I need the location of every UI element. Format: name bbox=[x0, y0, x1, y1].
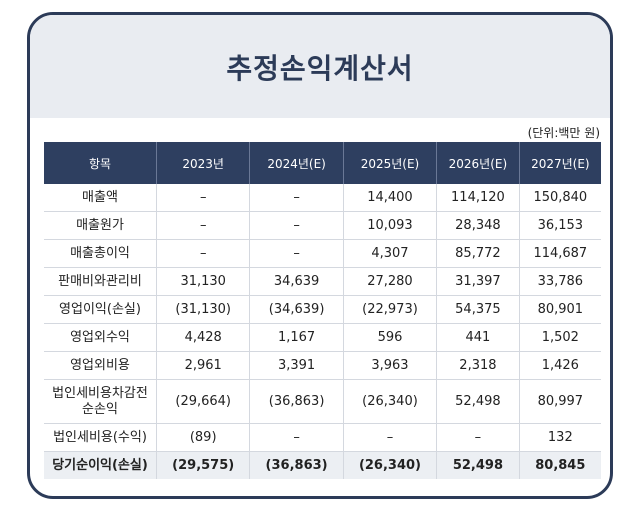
row-label: 매출액 bbox=[44, 184, 157, 212]
value-cell: 34,639 bbox=[249, 267, 344, 296]
value-cell: 85,772 bbox=[436, 239, 520, 268]
value-cell: 4,307 bbox=[343, 239, 438, 268]
table-row: 영업외수익 4,428 1,167 596 441 1,502 bbox=[44, 323, 601, 352]
header-cell: 2024년(E) bbox=[249, 142, 344, 184]
value-cell: 52,498 bbox=[436, 451, 520, 479]
unit-note: (단위:백만 원) bbox=[527, 126, 600, 140]
table-row: 영업외비용 2,961 3,391 3,963 2,318 1,426 bbox=[44, 351, 601, 380]
row-label: 법인세비용차감전순손익 bbox=[44, 379, 157, 424]
value-cell: 31,397 bbox=[436, 267, 520, 296]
value-cell: 36,153 bbox=[519, 211, 601, 240]
table-row: 매출총이익 – –4,307 85,772 114,687 bbox=[44, 239, 601, 268]
row-label: 영업외수익 bbox=[44, 323, 157, 352]
value-cell: (29,664) bbox=[156, 379, 251, 424]
value-cell: (26,340) bbox=[343, 379, 438, 424]
value-cell: 150,840 bbox=[519, 184, 601, 212]
row-label: 매출총이익 bbox=[44, 239, 157, 268]
table-row: 영업이익(손실) (31,130) (34,639) (22,973) 54,375 80… bbox=[44, 295, 601, 324]
table-row: 법인세비용(수익) (89) – – –132 bbox=[44, 423, 601, 452]
value-cell: – bbox=[156, 184, 251, 212]
value-cell: 1,426 bbox=[519, 351, 601, 380]
value-cell: 80,997 bbox=[519, 379, 601, 424]
value-cell: 33,786 bbox=[519, 267, 601, 296]
value-cell: 54,375 bbox=[436, 295, 520, 324]
value-cell: (34,639) bbox=[249, 295, 344, 324]
value-cell: – bbox=[156, 239, 251, 268]
title-band: 추정손익계산서 bbox=[30, 15, 610, 118]
value-cell: 441 bbox=[436, 323, 520, 352]
header-cell: 2026년(E) bbox=[436, 142, 520, 184]
value-cell: (22,973) bbox=[343, 295, 438, 324]
value-cell: 31,130 bbox=[156, 267, 251, 296]
table-row: 법인세비용차감전순손익 (29,664) (36,863) (26,340) 52,49… bbox=[44, 379, 601, 424]
row-label: 판매비와관리비 bbox=[44, 267, 157, 296]
table-row: 당기순이익(손실) (29,575) (36,863) (26,340) 52,498 8… bbox=[44, 451, 601, 479]
value-cell: 596 bbox=[343, 323, 438, 352]
value-cell: (36,863) bbox=[249, 451, 344, 479]
value-cell: 52,498 bbox=[436, 379, 520, 424]
value-cell: 80,901 bbox=[519, 295, 601, 324]
value-cell: – bbox=[249, 184, 344, 212]
value-cell: 28,348 bbox=[436, 211, 520, 240]
value-cell: (31,130) bbox=[156, 295, 251, 324]
value-cell: (36,863) bbox=[249, 379, 344, 424]
value-cell: 3,963 bbox=[343, 351, 438, 380]
row-label: 당기순이익(손실) bbox=[44, 451, 157, 479]
header-row: 항목 2023년 2024년(E) 2025년(E) 2026년(E) 2027년(E) bbox=[44, 142, 601, 184]
value-cell: 10,093 bbox=[343, 211, 438, 240]
card: 추정손익계산서 (단위:백만 원) 항목 2023년 2024년(E) 2025년(E… bbox=[27, 12, 613, 499]
header-cell: 2025년(E) bbox=[343, 142, 438, 184]
value-cell: 4,428 bbox=[156, 323, 251, 352]
value-cell: 14,400 bbox=[343, 184, 438, 212]
row-label: 매출원가 bbox=[44, 211, 157, 240]
header-cell: 항목 bbox=[44, 142, 157, 184]
row-label: 법인세비용(수익) bbox=[44, 423, 157, 452]
value-cell: (89) bbox=[156, 423, 251, 452]
value-cell: 1,502 bbox=[519, 323, 601, 352]
row-label: 영업외비용 bbox=[44, 351, 157, 380]
value-cell: 114,120 bbox=[436, 184, 520, 212]
value-cell: – bbox=[343, 423, 438, 452]
income-table: 항목 2023년 2024년(E) 2025년(E) 2026년(E) 2027년(E) … bbox=[44, 142, 601, 479]
title: 추정손익계산서 bbox=[226, 51, 414, 85]
value-cell: 80,845 bbox=[519, 451, 601, 479]
value-cell: 132 bbox=[519, 423, 601, 452]
value-cell: 2,318 bbox=[436, 351, 520, 380]
value-cell: – bbox=[156, 211, 251, 240]
value-cell: – bbox=[249, 423, 344, 452]
value-cell: 2,961 bbox=[156, 351, 251, 380]
value-cell: – bbox=[249, 211, 344, 240]
value-cell: 114,687 bbox=[519, 239, 601, 268]
value-cell: – bbox=[436, 423, 520, 452]
table-row: 판매비와관리비 31,130 34,639 27,280 31,397 33,786 bbox=[44, 267, 601, 296]
value-cell: – bbox=[249, 239, 344, 268]
value-cell: 27,280 bbox=[343, 267, 438, 296]
header-cell: 2023년 bbox=[156, 142, 251, 184]
value-cell: 3,391 bbox=[249, 351, 344, 380]
table-row: 매출원가 – –10,093 28,348 36,153 bbox=[44, 211, 601, 240]
value-cell: (29,575) bbox=[156, 451, 251, 479]
value-cell: 1,167 bbox=[249, 323, 344, 352]
value-cell: (26,340) bbox=[343, 451, 438, 479]
table-row: 매출액 – –14,400 114,120 150,840 bbox=[44, 184, 601, 212]
row-label: 영업이익(손실) bbox=[44, 295, 157, 324]
header-cell: 2027년(E) bbox=[519, 142, 601, 184]
